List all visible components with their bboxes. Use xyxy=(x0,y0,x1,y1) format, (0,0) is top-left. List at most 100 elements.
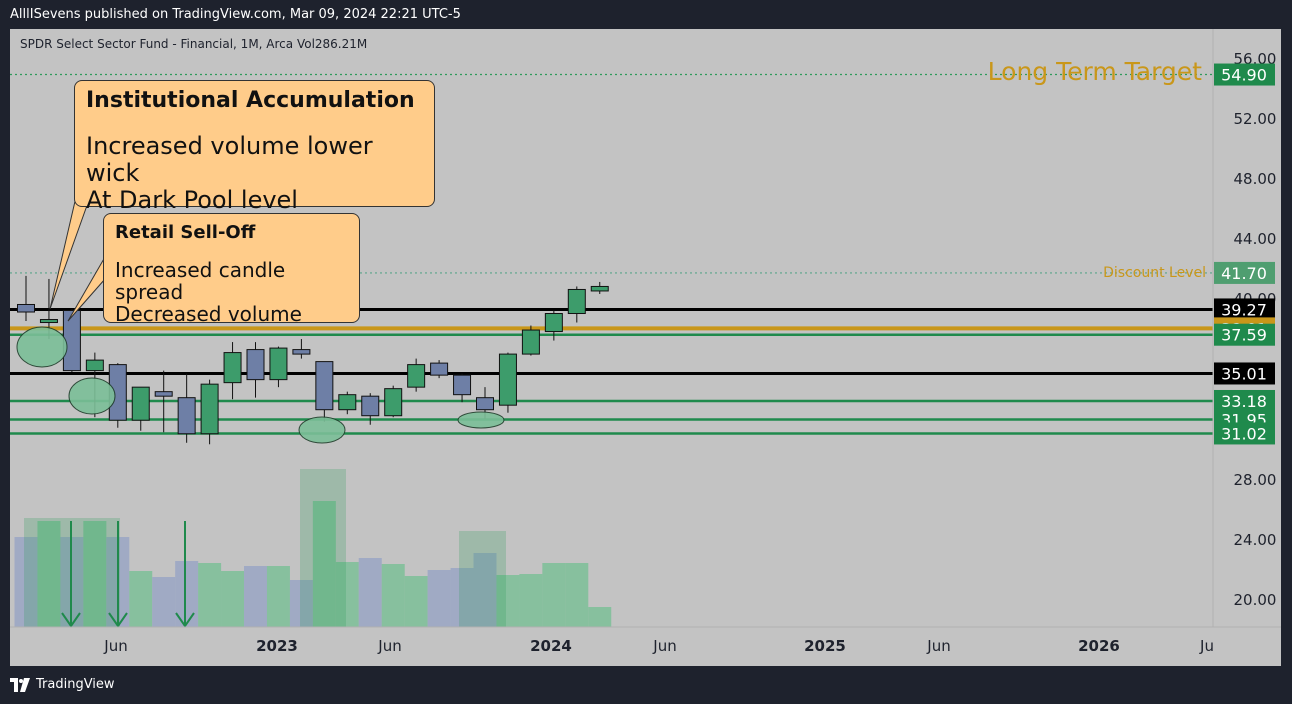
candle-body xyxy=(521,329,540,355)
candle-body xyxy=(544,313,563,333)
footer-brand[interactable]: TradingView xyxy=(10,677,115,692)
candle-body xyxy=(430,362,449,376)
volume-arrow-head xyxy=(108,612,128,628)
volume-bar xyxy=(473,553,497,627)
candlestick-chart[interactable]: 56.0052.0048.0044.0040.0028.0024.0020.00… xyxy=(10,29,1281,666)
volume-bar xyxy=(83,521,107,627)
candle-body xyxy=(39,319,58,324)
accumulation-ellipse xyxy=(16,326,68,368)
volume-bar xyxy=(450,568,474,627)
volume-bar xyxy=(427,570,451,627)
candle-body xyxy=(315,361,334,411)
level-badge xyxy=(1214,261,1275,284)
volume-bar xyxy=(358,558,382,627)
callout-line: At Dark Pool level xyxy=(86,186,298,214)
y-tick-label: 44.00 xyxy=(1234,230,1277,248)
candle-body xyxy=(476,397,494,411)
y-tick-label: 56.00 xyxy=(1234,50,1277,68)
level-badge-label: 35.01 xyxy=(1221,364,1267,383)
candle-body xyxy=(384,388,403,417)
volume-bar xyxy=(312,501,336,627)
volume-bar xyxy=(37,521,61,627)
publisher-line: AlllISevens published on TradingView.com… xyxy=(10,7,461,22)
callout-line: Decreased volume xyxy=(115,302,302,326)
x-tick-label: Jun xyxy=(377,637,401,655)
accumulation-ellipse xyxy=(298,416,346,444)
volume-bar xyxy=(266,566,290,627)
level-badge xyxy=(1214,63,1275,86)
volume-bar xyxy=(404,576,428,627)
candle-body xyxy=(498,353,517,406)
volume-bar xyxy=(175,561,199,627)
accumulation-ellipse xyxy=(68,377,116,415)
x-tick-label: 2025 xyxy=(804,637,846,655)
candle-body xyxy=(269,347,288,381)
callout-retail-sell-off: Retail Sell-Off Increased candle spread … xyxy=(103,213,360,326)
y-tick-label: 48.00 xyxy=(1234,170,1277,188)
level-badge xyxy=(1214,362,1275,385)
chart-area[interactable]: 56.0052.0048.0044.0040.0028.0024.0020.00… xyxy=(10,29,1281,666)
candle-body xyxy=(361,395,380,417)
volume-bar xyxy=(519,574,543,627)
callout-pointer xyxy=(67,255,106,322)
volume-bar xyxy=(542,563,566,627)
volume-bar xyxy=(381,564,405,627)
candle-body xyxy=(407,364,426,388)
level-badge-label: 39.27 xyxy=(1221,300,1267,319)
candle-body xyxy=(338,394,357,411)
candle-body xyxy=(223,352,242,384)
level-badge xyxy=(1214,389,1275,412)
x-tick-label: Jun xyxy=(926,637,950,655)
volume-bar xyxy=(565,563,589,627)
candle-body xyxy=(200,383,219,435)
candle-body xyxy=(292,349,311,355)
x-tick-label: Jun xyxy=(652,637,676,655)
volume-bar xyxy=(588,607,612,627)
x-tick-label: 2023 xyxy=(256,637,298,655)
candle-body xyxy=(177,397,196,435)
callout-institutional-accumulation: Institutional Accumulation Increased vol… xyxy=(74,80,435,214)
candle-body xyxy=(85,359,104,372)
discount-level-label: Discount Level xyxy=(1103,265,1206,281)
volume-bar xyxy=(198,563,222,627)
y-tick-label: 20.00 xyxy=(1234,591,1277,609)
footer-brand-text: TradingView xyxy=(36,677,115,692)
level-badge-label: 54.90 xyxy=(1221,66,1267,85)
callout-line: Increased volume lower wick xyxy=(86,132,373,187)
candle-body xyxy=(567,288,586,315)
x-tick-label: Jun xyxy=(103,637,127,655)
long-term-target-label: Long Term Target xyxy=(987,57,1202,86)
volume-bar xyxy=(289,580,313,627)
level-badge xyxy=(1214,323,1275,346)
level-badge-label: 33.18 xyxy=(1221,392,1267,411)
level-badge xyxy=(1214,422,1275,445)
level-badge-label: 37.59 xyxy=(1221,326,1267,345)
volume-bar xyxy=(14,537,38,627)
volume-arrow-head xyxy=(61,612,81,628)
volume-bar xyxy=(129,571,153,627)
candle-body xyxy=(17,303,35,313)
candle-body xyxy=(590,285,609,292)
callout-line: Increased candle spread xyxy=(115,258,286,304)
tradingview-logo-icon xyxy=(10,677,30,692)
volume-arrow-head xyxy=(175,612,195,628)
volume-bar xyxy=(244,566,267,627)
accumulation-ellipse xyxy=(457,411,505,429)
level-badge xyxy=(1214,298,1275,321)
callout-pointer xyxy=(49,196,91,310)
candle-body xyxy=(154,391,173,397)
volume-bar xyxy=(496,575,520,627)
x-tick-label: Ju xyxy=(1199,637,1214,655)
x-tick-label: 2024 xyxy=(530,637,572,655)
volume-bar xyxy=(221,571,245,627)
y-tick-label: 52.00 xyxy=(1234,110,1277,128)
volume-highlight-box xyxy=(300,469,346,627)
volume-bar xyxy=(335,562,359,627)
y-tick-label: 24.00 xyxy=(1234,531,1277,549)
callout-title: Retail Sell-Off xyxy=(115,222,256,243)
candle-body xyxy=(453,374,472,396)
volume-highlight-box xyxy=(459,531,506,627)
x-tick-label: 2026 xyxy=(1078,637,1120,655)
level-badge-label: 31.02 xyxy=(1221,424,1267,443)
volume-bar xyxy=(152,577,176,627)
